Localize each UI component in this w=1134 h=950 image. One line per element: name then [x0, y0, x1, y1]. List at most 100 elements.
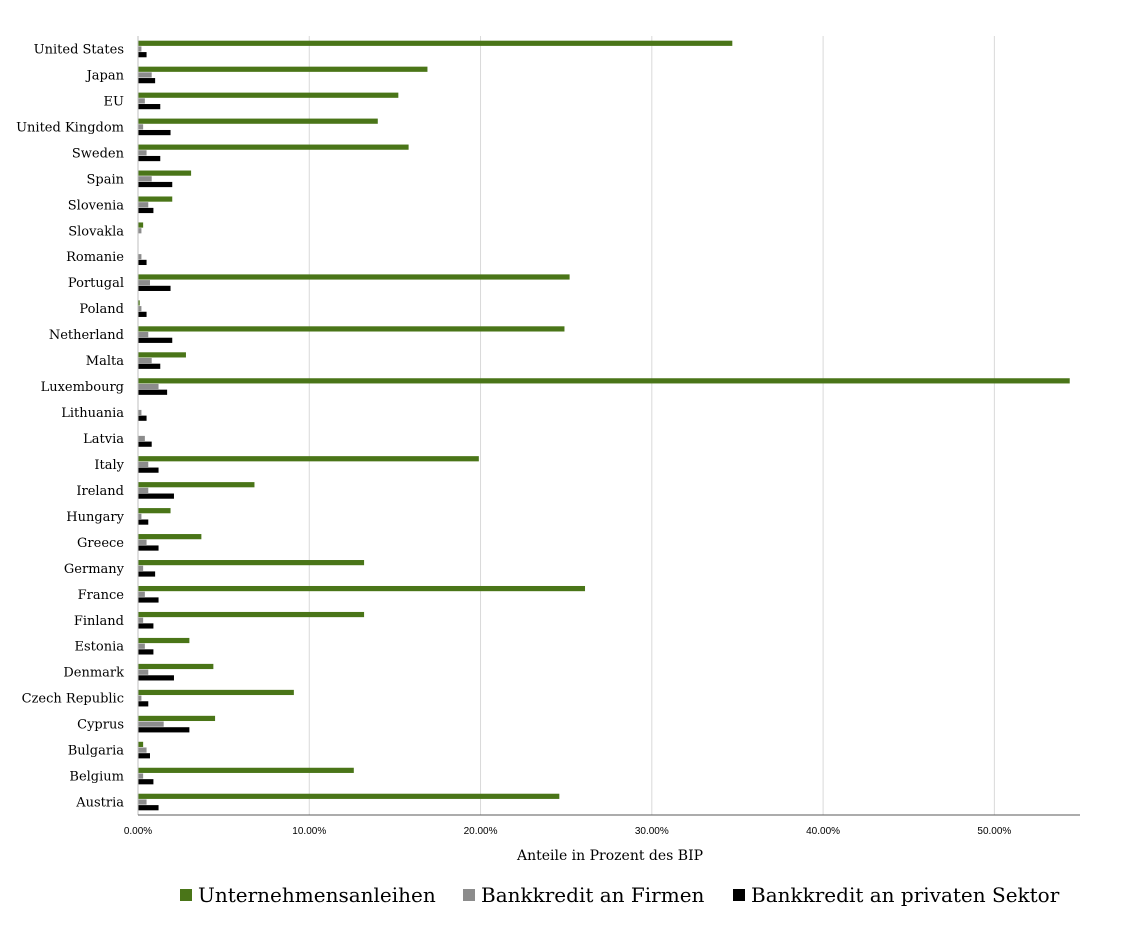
bar	[138, 591, 145, 597]
bar	[138, 150, 147, 156]
bar	[138, 311, 147, 317]
legend-label: Unternehmensanleihen	[198, 883, 436, 907]
category-label: Greece	[77, 536, 124, 551]
bar	[138, 337, 173, 343]
bar	[138, 300, 140, 306]
bar	[138, 767, 354, 773]
bar	[138, 176, 152, 182]
bar	[138, 467, 159, 473]
bar	[138, 519, 149, 525]
category-label: Lithuania	[61, 406, 124, 421]
category-label: Cyprus	[77, 718, 124, 733]
category-label: Ireland	[76, 484, 124, 499]
bar	[138, 326, 565, 332]
bar	[138, 773, 144, 779]
category-label: Hungary	[66, 510, 124, 525]
bar	[138, 409, 142, 416]
category-label: Spain	[86, 172, 124, 187]
category-label: Japan	[85, 68, 125, 83]
bar	[138, 222, 144, 228]
bar	[138, 539, 147, 545]
bar	[138, 727, 190, 733]
bar	[138, 779, 154, 785]
bar	[138, 170, 192, 176]
category-label: France	[78, 588, 125, 603]
bar	[138, 202, 149, 208]
bar	[138, 701, 149, 707]
category-label: Portugal	[68, 276, 124, 291]
bar	[138, 649, 154, 655]
bar	[138, 118, 378, 124]
bar	[138, 482, 255, 488]
bar	[138, 695, 142, 701]
x-tick-label: 20.00%	[464, 826, 498, 837]
bar	[138, 623, 154, 629]
bar	[138, 254, 142, 260]
bar	[138, 92, 399, 98]
category-label: Slovenia	[68, 198, 124, 213]
x-tick-label: 30.00%	[635, 826, 669, 837]
category-label: United Kingdom	[16, 120, 124, 135]
bar	[138, 72, 152, 78]
category-label: Luxembourg	[41, 380, 124, 395]
bar	[138, 129, 171, 136]
label-layer: 0.00% 10.00% 20.00% 30.00% 40.00% 50.00% Unite…	[16, 42, 1011, 837]
category-label: Netherland	[49, 328, 124, 343]
bar	[138, 40, 733, 46]
bar	[138, 441, 152, 447]
category-label: Czech Republic	[22, 692, 124, 707]
bar	[138, 585, 586, 592]
bar	[138, 721, 164, 727]
bar	[138, 753, 150, 759]
bar	[138, 643, 145, 649]
category-label: Malta	[86, 354, 124, 369]
bar	[138, 378, 1070, 384]
bar	[138, 508, 171, 514]
bar	[138, 793, 560, 799]
bar	[138, 389, 168, 395]
bar	[138, 637, 190, 644]
legend-label: Bankkredit an privaten Sektor	[751, 883, 1060, 907]
legend: Unternehmensanleihen Bankkredit an Firmen…	[180, 883, 1060, 907]
bar	[138, 689, 294, 696]
bar	[138, 675, 174, 681]
category-label: Austria	[75, 796, 124, 811]
bar	[138, 280, 150, 286]
bar	[138, 487, 149, 494]
bar	[138, 332, 149, 338]
bar	[138, 124, 144, 130]
legend-label: Bankkredit an Firmen	[481, 883, 705, 907]
x-tick-label: 50.00%	[977, 826, 1011, 837]
bar	[138, 493, 174, 499]
bar	[138, 383, 159, 390]
bar	[138, 741, 144, 747]
bar	[138, 560, 365, 566]
bar	[138, 155, 161, 162]
bar	[138, 435, 145, 442]
category-label: Latvia	[83, 432, 124, 447]
x-tick-label: 10.00%	[292, 826, 326, 837]
category-label: Sweden	[72, 146, 125, 161]
bar	[138, 285, 171, 291]
legend-swatch	[180, 889, 192, 901]
bar	[138, 306, 142, 312]
bar	[138, 357, 152, 364]
category-label: Estonia	[75, 640, 125, 655]
bar	[138, 144, 409, 150]
bar	[138, 228, 142, 234]
bar	[138, 663, 214, 670]
category-label: EU	[104, 94, 124, 109]
category-label: Belgium	[69, 770, 124, 785]
bar	[138, 415, 147, 421]
bar	[138, 207, 154, 214]
bar	[138, 104, 161, 110]
bar	[138, 571, 156, 577]
bar	[138, 456, 479, 462]
bar	[138, 363, 161, 369]
bar	[138, 78, 156, 84]
bar	[138, 565, 144, 571]
axis-layer	[137, 36, 1080, 816]
grid-layer	[308, 36, 995, 815]
bar	[138, 513, 142, 519]
